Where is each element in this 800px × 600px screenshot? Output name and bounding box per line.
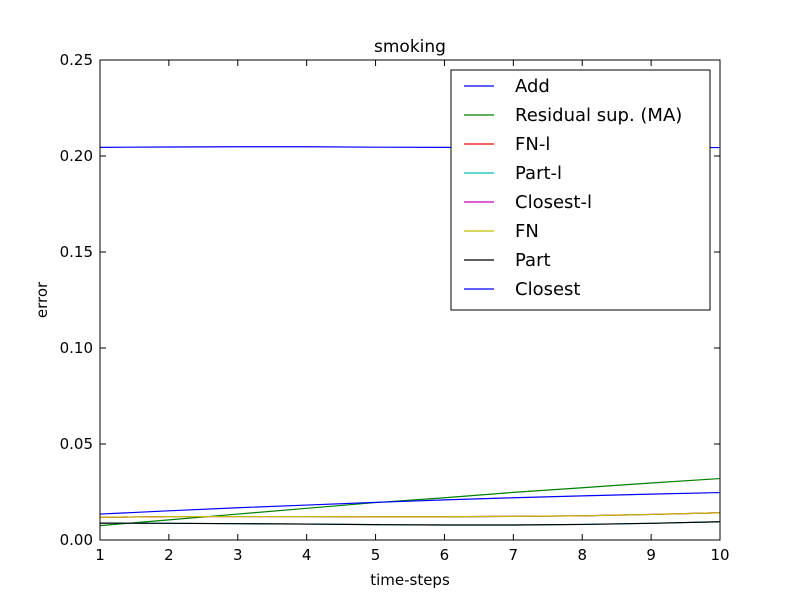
x-tick-label: 4	[302, 546, 312, 564]
series-line-residual-sup-ma	[99, 477, 721, 527]
x-tick-label: 2	[164, 546, 174, 564]
plot-frame	[99, 59, 721, 541]
x-tick-label: 8	[577, 546, 587, 564]
series-line-fn	[99, 512, 721, 518]
x-tick-label: 7	[509, 546, 519, 564]
legend-box	[450, 69, 711, 311]
legend-entry-label: Part	[515, 250, 551, 271]
x-tick-label: 9	[646, 546, 656, 564]
x-tick-label: 1	[95, 546, 105, 564]
legend: Add Residual sup. (MA) FN-l Part-l Closest-l…	[450, 69, 711, 311]
x-tick-label: 6	[440, 546, 450, 564]
legend-entry-label: Residual sup. (MA)	[515, 105, 682, 126]
x-tick-label: 3	[233, 546, 243, 564]
series-line-closest	[99, 491, 721, 515]
legend-entry-label: FN-l	[515, 134, 550, 155]
y-axis-label: error	[33, 281, 51, 318]
y-tick-label: 0.25	[60, 51, 93, 69]
legend-entry-label: FN	[515, 221, 539, 242]
x-tick-label: 5	[371, 546, 381, 564]
y-tick-label: 0.05	[60, 435, 93, 453]
series-line-part	[99, 521, 721, 526]
series-layer	[99, 146, 721, 527]
y-tick-label: 0.10	[60, 339, 93, 357]
legend-entry-label: Closest-l	[515, 192, 592, 213]
chart-title: smoking	[374, 37, 446, 57]
legend-entry-label: Closest	[515, 279, 580, 300]
x-axis-label: time-steps	[370, 571, 450, 589]
y-tick-label: 0.15	[60, 243, 93, 261]
legend-entry-label: Add	[515, 76, 550, 97]
ticks-layer: 1 2 3 4 5 6 7 8 9 10 0.00 0.05 0.10 0.15 0.20 0.25	[60, 51, 730, 564]
legend-entry-label: Part-l	[515, 163, 562, 184]
y-tick-label: 0.20	[60, 147, 93, 165]
x-tick-label: 10	[710, 546, 729, 564]
y-tick-label: 0.00	[60, 531, 93, 549]
